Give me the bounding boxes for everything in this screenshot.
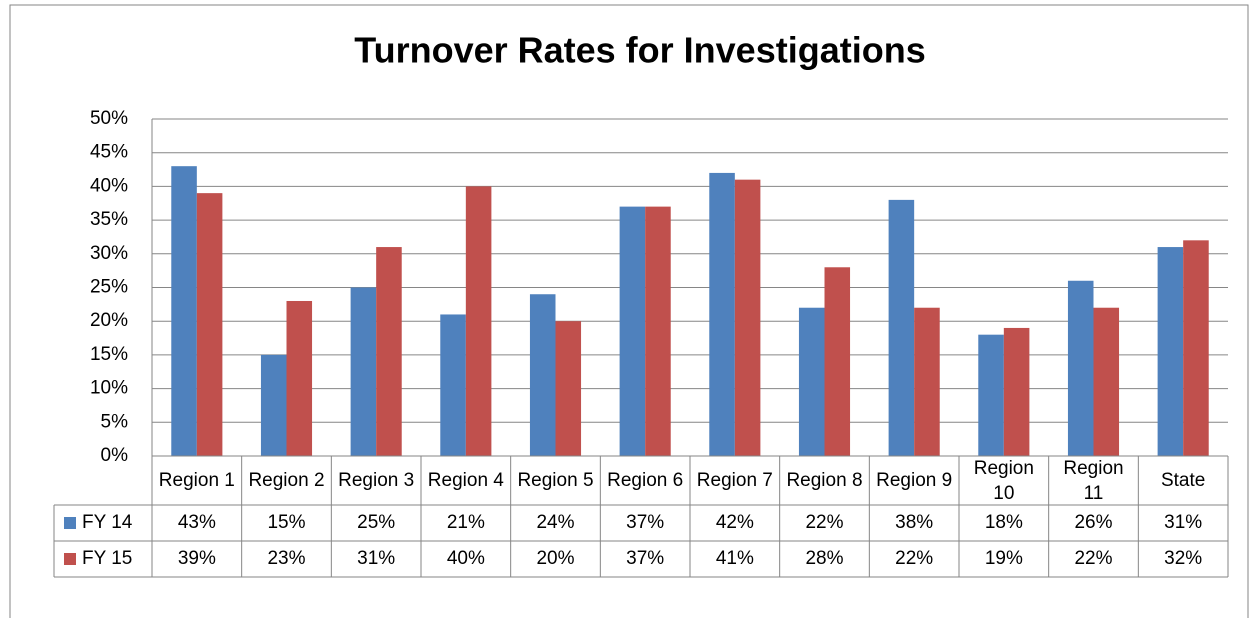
- table-value: 26%: [1074, 512, 1112, 533]
- x-tick-label: Region 7: [696, 470, 773, 491]
- y-tick-label: 25%: [90, 277, 128, 298]
- table-value: 20%: [536, 548, 574, 569]
- bar: [376, 247, 402, 456]
- bar: [1157, 247, 1184, 456]
- y-tick-label: 35%: [90, 209, 128, 230]
- bar: [555, 321, 582, 456]
- x-tick-label: Region 6: [607, 470, 684, 491]
- chart-title: Turnover Rates for Investigations: [354, 30, 925, 71]
- table-value: 19%: [985, 548, 1023, 569]
- x-tick-label: Region 9: [876, 470, 953, 491]
- bar: [824, 267, 851, 456]
- bar: [260, 354, 287, 456]
- x-tick-label: Region 2: [248, 470, 325, 491]
- table-value: 40%: [447, 548, 485, 569]
- table-value: 15%: [267, 512, 305, 533]
- y-tick-label: 45%: [90, 142, 128, 163]
- bar: [709, 172, 735, 457]
- table-value: 23%: [267, 548, 305, 569]
- x-tick-label: Region 3: [338, 470, 415, 491]
- x-tick-label: Region 11: [1063, 457, 1124, 504]
- table-value: 43%: [178, 512, 216, 533]
- legend-key: [64, 517, 76, 529]
- bar: [1003, 327, 1030, 456]
- bar: [440, 314, 466, 456]
- legend-label: FY 14: [82, 512, 133, 533]
- table-value: 25%: [357, 512, 395, 533]
- bar: [645, 206, 671, 456]
- bar: [734, 179, 761, 456]
- bar: [196, 193, 223, 456]
- table-value: 22%: [895, 548, 933, 569]
- x-tick-label: State: [1160, 470, 1206, 491]
- x-tick-label: Region 1: [158, 470, 235, 491]
- bar: [1067, 280, 1094, 456]
- legend-key: [64, 553, 76, 565]
- y-tick-label: 15%: [90, 344, 128, 365]
- table-value: 21%: [447, 512, 485, 533]
- table-value: 37%: [626, 548, 664, 569]
- y-tick-label: 40%: [90, 175, 128, 196]
- y-tick-label: 0%: [101, 445, 129, 466]
- bar: [1183, 240, 1209, 456]
- legend-label: FY 15: [82, 548, 132, 569]
- bar: [619, 206, 646, 456]
- table-value: 22%: [805, 512, 843, 533]
- table-value: 18%: [985, 512, 1023, 533]
- bar: [286, 300, 313, 456]
- bar: [350, 287, 377, 456]
- y-tick-label: 20%: [90, 310, 128, 331]
- table-value: 38%: [895, 512, 933, 533]
- bar: [914, 307, 940, 456]
- table-value: 41%: [716, 548, 754, 569]
- bar: [465, 186, 492, 456]
- y-tick-label: 50%: [90, 108, 128, 129]
- bar: [798, 307, 825, 456]
- table-value: 31%: [1164, 512, 1202, 533]
- table-value: 37%: [626, 512, 664, 533]
- x-tick-label: Region 5: [517, 470, 594, 491]
- x-tick-label: Region 10: [973, 457, 1034, 504]
- bar: [888, 199, 915, 456]
- y-tick-label: 30%: [90, 243, 128, 264]
- y-tick-label: 5%: [101, 411, 129, 432]
- table-value: 22%: [1074, 548, 1112, 569]
- table-value: 28%: [805, 548, 843, 569]
- chart-frame: [9, 4, 1249, 618]
- table-value: 24%: [536, 512, 574, 533]
- bar: [978, 334, 1004, 456]
- x-tick-label: Region 4: [427, 470, 504, 491]
- table-value: 32%: [1164, 548, 1202, 569]
- table-value: 42%: [716, 512, 754, 533]
- x-tick-label: Region 8: [786, 470, 863, 491]
- table-value: 39%: [178, 548, 216, 569]
- bar: [171, 166, 197, 456]
- bar: [1093, 307, 1120, 456]
- bar: [529, 294, 556, 456]
- y-tick-label: 10%: [90, 378, 128, 399]
- table-value: 31%: [357, 548, 395, 569]
